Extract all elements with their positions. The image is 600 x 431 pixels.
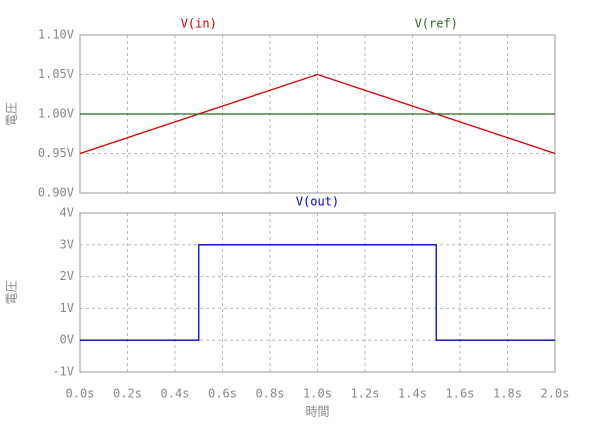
x-tick-label: 2.0s [541,387,570,401]
y-axis-title: 電圧 [5,102,19,126]
y-tick-label: -1V [52,365,74,379]
legend-entry: V(in) [181,17,217,31]
plot-frame [79,212,556,373]
y-tick-label: 1.00V [38,107,74,121]
y-tick-label: 0.95V [38,146,74,160]
x-tick-label: 1.4s [398,387,427,401]
series-line [79,73,556,155]
y-tick-label: 0.90V [38,186,74,200]
legend-entry: V(out) [296,195,339,209]
x-tick-label: 1.0s [303,387,332,401]
x-tick-label: 1.8s [493,387,522,401]
x-tick-label: 0.8s [256,387,285,401]
x-axis-title: 時間 [305,405,329,419]
x-tick-label: 0.2s [113,387,142,401]
x-tick-label: 1.2s [351,387,380,401]
y-tick-label: 2V [60,269,74,283]
legend-entry: V(ref) [415,17,458,31]
y-axis-title: 電圧 [5,280,19,304]
x-tick-label: 0.0s [66,387,95,401]
y-tick-label: 0V [60,333,74,347]
y-tick-label: 1.05V [38,67,74,81]
y-tick-label: 1.10V [38,28,74,42]
y-tick-label: 1V [60,301,74,315]
series-line [80,244,555,341]
x-tick-label: 0.6s [208,387,237,401]
y-tick-label: 4V [60,206,74,220]
x-tick-label: 1.6s [446,387,475,401]
x-tick-label: 0.4s [161,387,190,401]
y-tick-label: 3V [60,237,74,251]
